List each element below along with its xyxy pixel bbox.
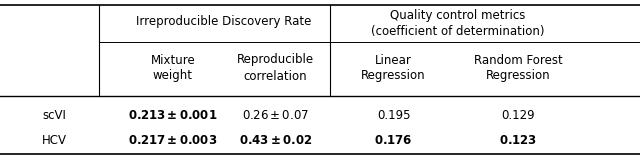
Text: Linear
Regression: Linear Regression (362, 53, 426, 83)
Text: 0.129: 0.129 (502, 109, 535, 122)
Text: Reproducible
correlation: Reproducible correlation (237, 53, 314, 83)
Text: HCV: HCV (42, 134, 67, 147)
Text: $\mathbf{0.213 \pm 0.001}$: $\mathbf{0.213 \pm 0.001}$ (128, 109, 218, 122)
Text: Mixture
weight: Mixture weight (150, 53, 195, 83)
Text: $\mathbf{0.176}$: $\mathbf{0.176}$ (374, 134, 413, 147)
Text: Irreproducible Discovery Rate: Irreproducible Discovery Rate (136, 15, 312, 28)
Text: 0.195: 0.195 (377, 109, 410, 122)
Text: $0.26 \pm 0.07$: $0.26 \pm 0.07$ (242, 109, 308, 122)
Text: $\mathbf{0.43 \pm 0.02}$: $\mathbf{0.43 \pm 0.02}$ (239, 134, 312, 147)
Text: $\mathbf{0.217 \pm 0.003}$: $\mathbf{0.217 \pm 0.003}$ (128, 134, 218, 147)
Text: Random Forest
Regression: Random Forest Regression (474, 53, 563, 83)
Text: Quality control metrics
(coefficient of determination): Quality control metrics (coefficient of … (371, 9, 545, 38)
Text: scVI: scVI (42, 109, 67, 122)
Text: $\mathbf{0.123}$: $\mathbf{0.123}$ (499, 134, 538, 147)
